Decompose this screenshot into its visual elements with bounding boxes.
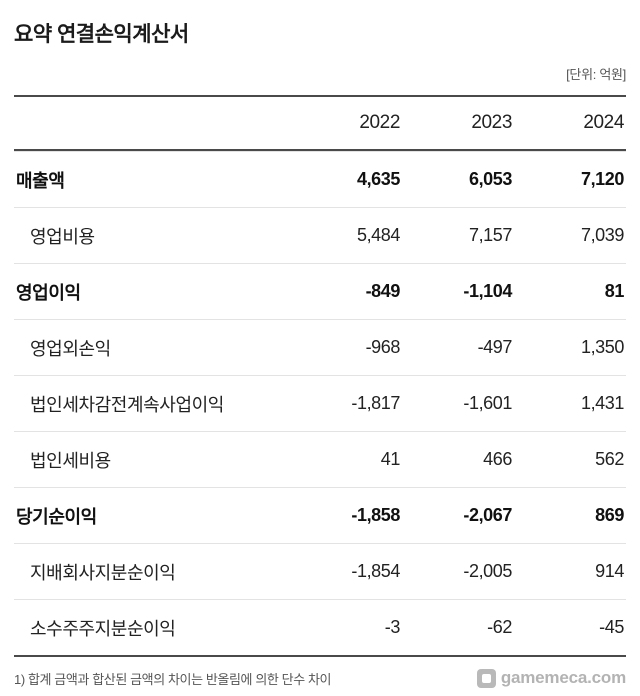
income-statement-table: 2022 2023 2024 매출액 4,635 6,053 7,120 영업비… [14,95,626,657]
row-label: 매출액 [16,170,65,191]
value-cell: -1,858 [351,505,400,525]
row-label: 당기순이익 [16,506,97,527]
value-cell: -62 [487,617,512,637]
value-cell: -1,601 [463,393,512,413]
row-label: 법인세차감전계속사업이익 [30,394,224,415]
value-cell: -849 [365,281,401,301]
value-cell: -497 [477,337,513,357]
value-cell: -45 [599,617,624,637]
row-label: 지배회사지분순이익 [30,562,176,583]
row-label: 영업외손익 [30,338,111,359]
value-cell: 7,120 [580,169,624,189]
table-row: 영업이익 -849 -1,104 81 [14,263,626,319]
row-label: 소수주주지분순이익 [30,618,176,639]
table-row: 매출액 4,635 6,053 7,120 [14,151,626,207]
watermark: gamemeca.com [476,668,626,688]
value-cell: -1,854 [351,561,400,581]
value-cell: 869 [595,505,624,525]
value-cell: -968 [365,337,401,357]
footer-bar: 1) 합계 금액과 합산된 금액의 차이는 반올림에 의한 단수 차이 game… [14,668,626,688]
table-row: 법인세비용 41 466 562 [14,431,626,487]
value-cell: -2,005 [463,561,512,581]
value-cell: 6,053 [468,169,512,189]
table-row: 영업비용 5,484 7,157 7,039 [14,207,626,263]
row-label: 법인세비용 [30,450,111,471]
value-cell: 4,635 [356,169,400,189]
table-row: 소수주주지분순이익 -3 -62 -45 [14,599,626,655]
value-cell: 41 [380,449,401,469]
year-column-header: 2023 [471,112,512,133]
unit-note: [단위: 억원] [566,67,626,82]
table-row: 영업외손익 -968 -497 1,350 [14,319,626,375]
row-label: 영업이익 [16,282,81,303]
gamemeca-logo-icon [476,668,496,688]
footnote: 1) 합계 금액과 합산된 금액의 차이는 반올림에 의한 단수 차이 [14,671,332,687]
value-cell: -2,067 [463,505,512,525]
value-cell: 1,350 [580,337,624,357]
table-row: 당기순이익 -1,858 -2,067 869 [14,487,626,543]
value-cell: 1,431 [580,393,624,413]
watermark-text: gamemeca.com [500,668,626,687]
year-column-header: 2024 [583,112,624,133]
value-cell: 5,484 [356,225,400,245]
value-cell: -1,104 [463,281,512,301]
value-cell: 466 [483,449,512,469]
year-column-header: 2022 [359,112,400,133]
value-cell: -3 [384,617,401,637]
value-cell: 7,157 [468,225,512,245]
value-cell: -1,817 [351,393,400,413]
value-cell: 562 [595,449,624,469]
value-cell: 7,039 [580,225,624,245]
row-label: 영업비용 [30,226,95,247]
value-cell: 914 [595,561,624,581]
page-title: 요약 연결손익계산서 [14,23,189,46]
table-header-row: 2022 2023 2024 [14,97,626,151]
table-row: 법인세차감전계속사업이익 -1,817 -1,601 1,431 [14,375,626,431]
table-row: 지배회사지분순이익 -1,854 -2,005 914 [14,543,626,599]
value-cell: 81 [604,281,625,301]
